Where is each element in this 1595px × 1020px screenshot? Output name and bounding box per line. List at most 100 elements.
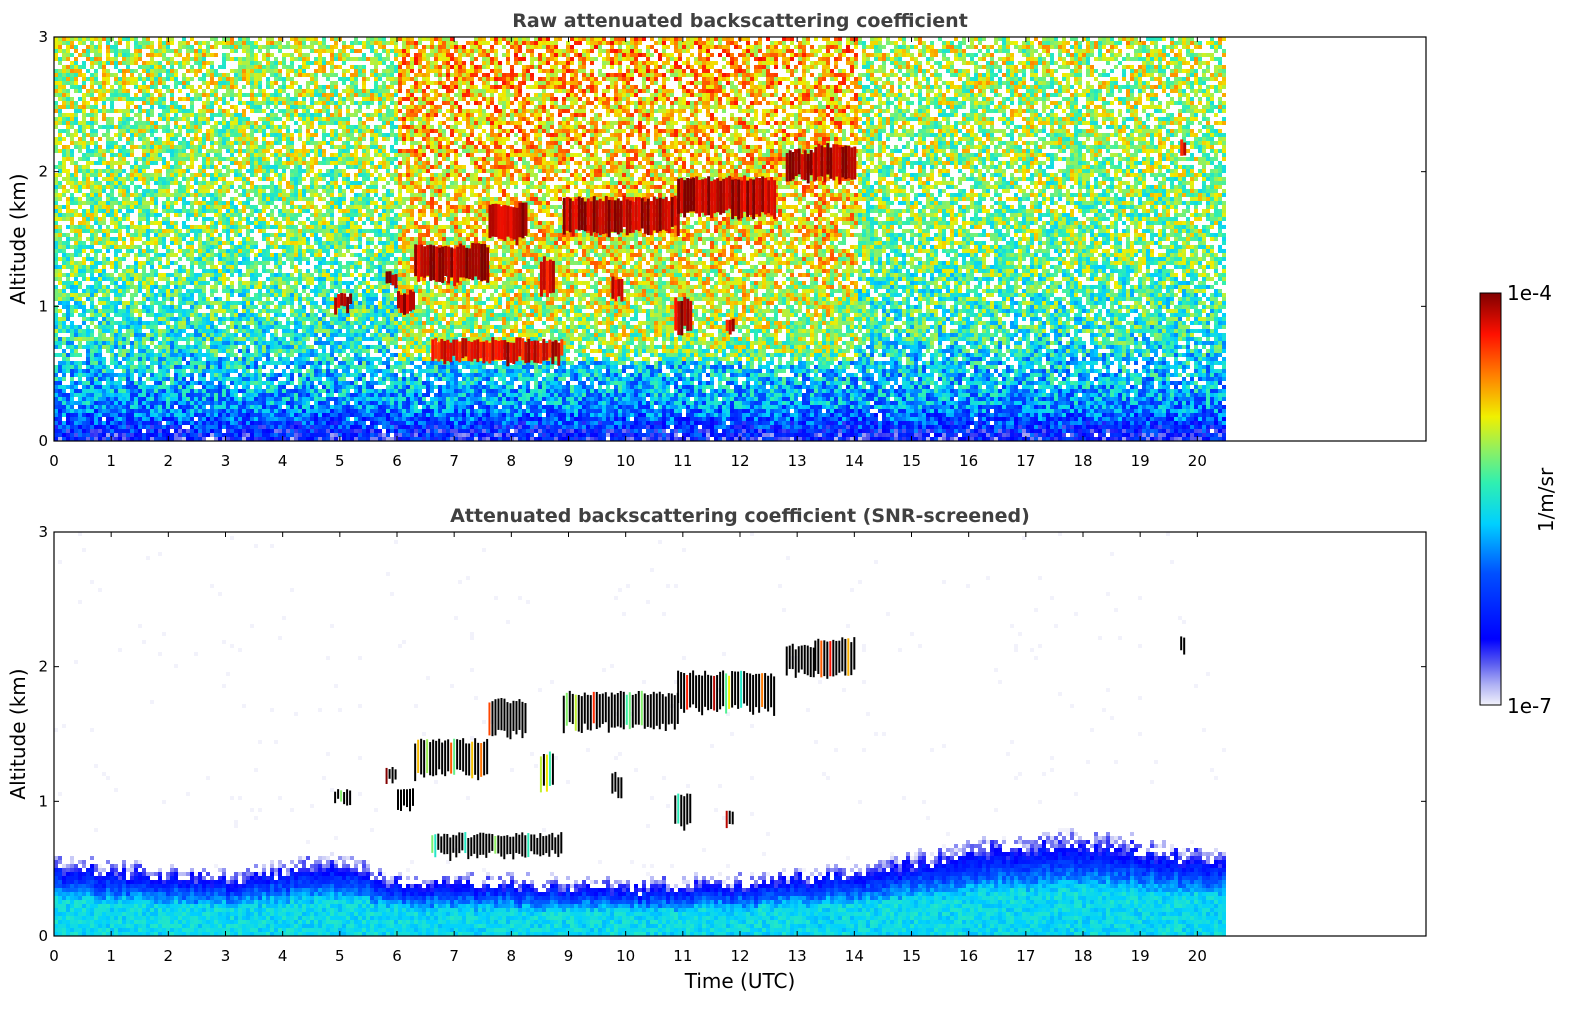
heat-cell [98, 301, 102, 305]
heat-cell [66, 89, 70, 93]
heat-cell [270, 201, 274, 205]
heat-cell [174, 165, 178, 169]
heat-cell [246, 373, 250, 377]
heat-cell [234, 161, 238, 165]
heat-cell [134, 301, 138, 305]
heat-cell [90, 313, 94, 317]
heat-cell [278, 389, 282, 393]
heat-cell [242, 289, 246, 293]
heat-cell [206, 417, 210, 421]
heat-cell [194, 117, 198, 121]
heat-cell [58, 109, 62, 113]
heat-cell [262, 197, 266, 201]
heat-cell [134, 273, 138, 277]
heat-cell [242, 113, 246, 117]
heat-cell [214, 157, 218, 161]
heat-cell [210, 197, 214, 201]
heat-cell [210, 373, 214, 377]
heat-cell [246, 421, 250, 425]
heat-cell [286, 41, 290, 45]
heat-cell [198, 405, 202, 409]
heat-cell [242, 121, 246, 125]
heat-cell [94, 357, 98, 361]
heat-cell [126, 313, 130, 317]
heat-cell [286, 381, 290, 385]
heat-cell [62, 65, 66, 69]
heat-cell [66, 365, 70, 369]
heat-cell [170, 193, 174, 197]
heat-cell [234, 425, 238, 429]
heat-cell [190, 153, 194, 157]
heat-cell [154, 425, 158, 429]
heat-cell [238, 117, 242, 121]
heat-cell [102, 373, 106, 377]
heat-cell [174, 221, 178, 225]
heat-cell [178, 81, 182, 85]
heat-cell [286, 433, 290, 437]
heat-cell [146, 141, 150, 145]
heat-cell [258, 313, 262, 317]
heat-cell [146, 405, 150, 409]
heat-cell [170, 133, 174, 137]
heat-cell [110, 385, 114, 389]
heat-cell [150, 389, 154, 393]
heat-cell [170, 41, 174, 45]
heat-cell [174, 85, 178, 89]
heat-cell [82, 169, 86, 173]
heat-cell [66, 105, 70, 109]
heat-cell [130, 413, 134, 417]
heat-cell [186, 117, 190, 121]
heat-cell [130, 389, 134, 393]
heat-cell [206, 85, 210, 89]
heat-cell [70, 177, 74, 181]
heat-cell [266, 101, 270, 105]
heat-cell [82, 133, 86, 137]
heat-cell [118, 125, 122, 129]
heat-cell [134, 337, 138, 341]
heat-cell [286, 113, 290, 117]
heat-cell [78, 125, 82, 129]
heat-cell [114, 53, 118, 57]
heat-cell [130, 421, 134, 425]
heat-cell [274, 217, 278, 221]
heat-cell [98, 297, 102, 301]
heat-cell [274, 117, 278, 121]
heat-cell [274, 153, 278, 157]
heat-cell [118, 77, 122, 81]
heat-cell [114, 309, 118, 313]
heat-cell [134, 257, 138, 261]
heat-cell [110, 137, 114, 141]
heat-cell [194, 157, 198, 161]
heat-cell [134, 365, 138, 369]
heat-cell [230, 217, 234, 221]
heat-cell [122, 121, 126, 125]
heat-cell [126, 341, 130, 345]
heat-cell [182, 433, 186, 437]
heat-cell [158, 369, 162, 373]
heat-cell [194, 97, 198, 101]
heat-cell [210, 385, 214, 389]
heat-cell [142, 285, 146, 289]
heat-cell [58, 113, 62, 117]
heat-cell [146, 389, 150, 393]
heat-cell [90, 209, 94, 213]
heat-cell [142, 45, 146, 49]
heat-cell [66, 57, 70, 61]
heat-cell [186, 213, 190, 217]
heat-cell [98, 281, 102, 285]
heat-cell [58, 129, 62, 133]
heat-cell [74, 49, 78, 53]
heat-cell [110, 381, 114, 385]
heat-cell [170, 293, 174, 297]
heat-cell [274, 41, 278, 45]
heat-cell [186, 53, 190, 57]
heat-cell [238, 125, 242, 129]
heat-cell [254, 73, 258, 77]
heat-cell [174, 409, 178, 413]
heat-cell [262, 229, 266, 233]
heat-cell [106, 49, 110, 53]
heat-cell [94, 105, 98, 109]
heat-cell [138, 409, 142, 413]
heat-cell [226, 205, 230, 209]
heat-cell [206, 425, 210, 429]
